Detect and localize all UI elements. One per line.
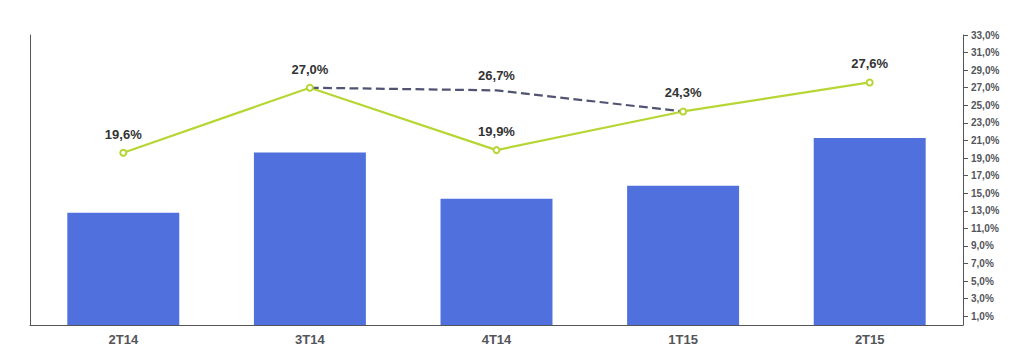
svg-text:19,6%: 19,6% — [105, 127, 142, 142]
svg-text:21,0%: 21,0% — [971, 135, 999, 146]
svg-text:3T14: 3T14 — [295, 332, 325, 347]
svg-text:4T14: 4T14 — [482, 332, 512, 347]
svg-text:33,0%: 33,0% — [971, 30, 999, 41]
svg-text:27,0%: 27,0% — [971, 82, 999, 93]
svg-text:1,0%: 1,0% — [971, 311, 994, 322]
svg-text:2T15: 2T15 — [855, 332, 885, 347]
svg-text:17,0%: 17,0% — [971, 170, 999, 181]
svg-text:15,0%: 15,0% — [971, 188, 999, 199]
svg-text:31,0%: 31,0% — [971, 47, 999, 58]
svg-text:3,0%: 3,0% — [971, 293, 994, 304]
svg-text:29,0%: 29,0% — [971, 65, 999, 76]
svg-text:5,0%: 5,0% — [971, 276, 994, 287]
svg-text:23,0%: 23,0% — [971, 117, 999, 128]
svg-text:11,0%: 11,0% — [971, 223, 999, 234]
svg-text:7,0%: 7,0% — [971, 258, 994, 269]
svg-text:19,0%: 19,0% — [971, 153, 999, 164]
svg-text:26,7%: 26,7% — [478, 68, 515, 83]
svg-text:1T15: 1T15 — [668, 332, 698, 347]
svg-text:24,3%: 24,3% — [665, 85, 702, 100]
svg-text:27,0%: 27,0% — [291, 62, 328, 77]
svg-text:13,0%: 13,0% — [971, 205, 999, 216]
svg-text:19,9%: 19,9% — [478, 124, 515, 139]
svg-text:25,0%: 25,0% — [971, 100, 999, 111]
svg-text:2T14: 2T14 — [108, 332, 138, 347]
svg-text:9,0%: 9,0% — [971, 240, 994, 251]
svg-text:27,6%: 27,6% — [851, 56, 888, 71]
